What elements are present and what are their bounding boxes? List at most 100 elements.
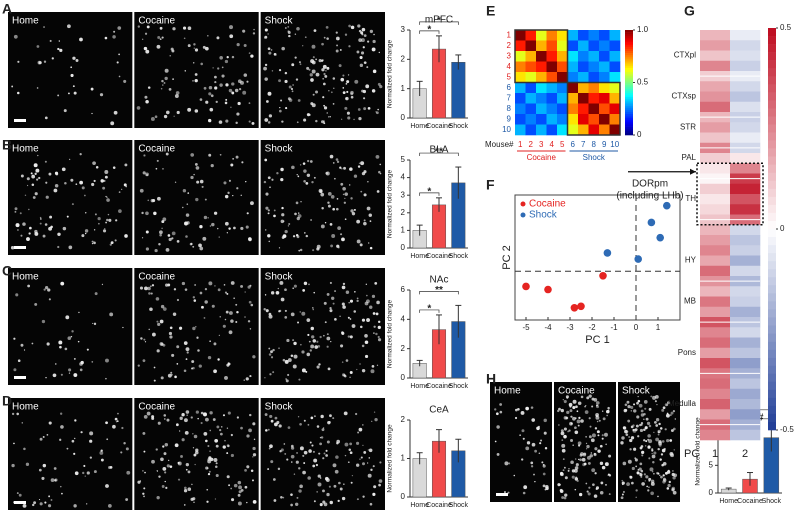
cell-signal [347,335,350,338]
cell-signal [106,196,108,199]
cell-signal [499,410,503,414]
cell-signal [67,336,72,340]
cell-signal [589,425,592,428]
cell-signal [195,166,200,170]
cell-signal [267,212,270,215]
heatmap-cell [567,124,579,136]
cell-signal [286,458,289,461]
row-label: 4 [507,62,512,71]
cell-signal [54,478,58,482]
cell-signal [522,437,525,440]
heatmap-cell [609,30,621,41]
cell-signal [23,349,26,351]
cell-signal [655,424,659,427]
cell-signal [356,463,360,467]
cell-signal [217,288,221,292]
cell-signal [123,441,126,445]
cell-signal [281,120,284,123]
cell-signal [367,449,370,451]
cell-signal [673,449,675,451]
cell-signal [376,300,380,305]
error-bar [436,429,442,453]
cell-signal [64,181,67,185]
colorbar-segment [768,204,776,214]
heatmap-cell [557,30,568,41]
cell-signal [599,461,604,466]
cell-signal [342,74,345,77]
cell-signal [650,395,653,398]
cell-signal [52,373,57,378]
heatmap-cell [700,194,731,205]
cell-signal [669,451,674,456]
colorbar-segment [625,101,633,104]
cell-signal [285,107,288,110]
cell-signal [353,310,356,313]
cell-signal [364,334,368,338]
legend-marker [520,201,526,207]
annotation: (including LHb) [616,190,683,201]
cell-signal [54,183,59,188]
cell-signal [542,472,546,476]
cell-signal [658,422,661,426]
cell-signal [378,51,380,54]
heatmap-cell [609,40,621,52]
cell-signal [328,90,330,92]
cell-signal [38,176,41,180]
cell-signal [268,347,271,350]
cell-signal [109,312,114,317]
cell-signal [278,424,282,428]
cell-signal [84,229,89,233]
significance-bracket [419,291,459,295]
cell-signal [154,248,158,253]
heatmap-cell [578,103,589,115]
cell-signal [335,207,339,211]
scale-bar [14,119,26,122]
cell-signal [185,347,190,352]
cell-signal [187,107,192,112]
cell-signal [620,496,624,500]
cell-signal [635,424,639,428]
heatmap-cell [700,388,731,400]
cell-signal [173,288,177,291]
heatmap-cell [700,60,731,72]
cell-signal [666,438,670,443]
cell-signal [363,34,367,37]
x-tick-label: -2 [588,323,596,332]
cell-signal [593,494,598,498]
cell-signal [79,362,83,366]
cell-signal [371,364,375,368]
heatmap-cell [557,82,568,94]
cell-signal [356,498,359,501]
cell-signal [309,73,313,77]
cell-signal [34,302,38,306]
colorbar-segment [768,373,776,383]
cell-signal [362,444,364,446]
cell-signal [321,207,324,210]
significance-bracket [419,21,459,25]
cell-signal [366,299,370,304]
cell-signal [203,317,206,319]
cell-signal [144,286,148,291]
colorbar-segment [625,130,633,134]
cell-signal [176,298,180,302]
cell-signal [344,454,347,457]
cell-signal [662,480,666,484]
cell-signal [372,69,377,74]
cell-signal [104,175,108,179]
cell-signal [324,476,329,481]
cell-signal [270,356,274,359]
cell-signal [379,172,382,175]
cell-signal [143,154,146,157]
cell-signal [316,340,319,343]
cell-signal [268,314,273,319]
micrograph-label: Cocaine [138,16,175,27]
cell-signal [203,86,207,90]
cell-signal [28,208,30,211]
cell-signal [323,106,328,110]
cell-signal [360,38,365,43]
cell-signal [246,212,249,215]
cell-signal [61,167,66,172]
cell-signal [143,495,145,498]
cell-signal [179,430,181,432]
cell-signal [591,397,595,401]
